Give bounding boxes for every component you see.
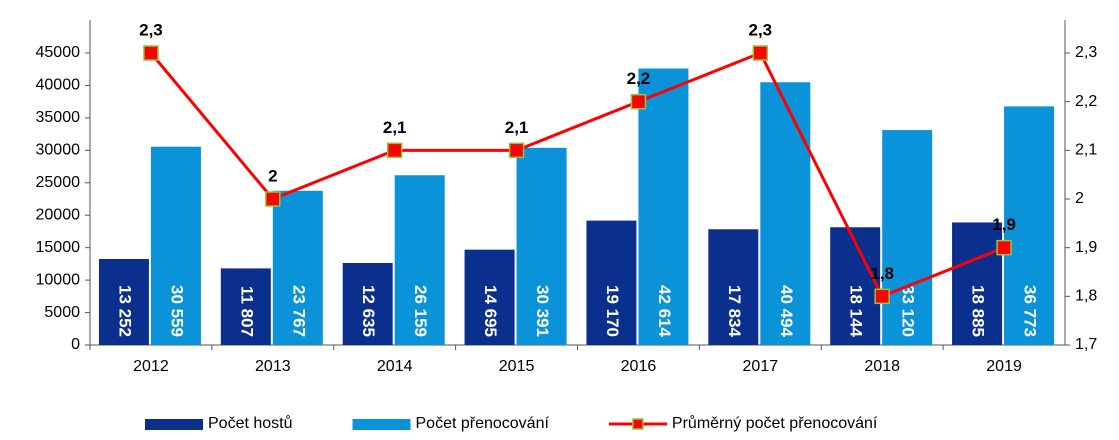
legend-swatch [145, 419, 203, 430]
x-tick-label: 2015 [499, 358, 535, 375]
y-tick-label: 15000 [36, 239, 81, 256]
x-tick-label: 2019 [986, 358, 1022, 375]
y-tick-label: 40000 [36, 77, 81, 94]
x-tick-label: 2018 [864, 358, 900, 375]
bar-value-label: 17 834 [725, 285, 744, 338]
bar-value-label: 33 120 [899, 285, 918, 337]
bar-value-label: 11 807 [237, 286, 256, 337]
bar [150, 146, 201, 345]
marker [874, 288, 890, 305]
bar [272, 190, 323, 345]
marker [386, 142, 403, 159]
y-tick-label: 35000 [36, 109, 81, 126]
bar [952, 222, 1003, 345]
x-tick-label: 2012 [133, 358, 169, 375]
bar [98, 259, 149, 345]
bar [760, 82, 811, 346]
marker [630, 93, 647, 110]
legend-label: Průměrný počet přenocování [672, 414, 878, 432]
y2-tick-label: 1,8 [1075, 288, 1097, 305]
bar-value-label: 18 885 [969, 285, 988, 337]
bar-value-label: 13 252 [115, 285, 134, 337]
line-value-label: 1,9 [992, 215, 1016, 234]
bar [464, 249, 515, 345]
line-value-label: 1,8 [870, 264, 894, 283]
y2-tick-label: 2,1 [1075, 142, 1097, 159]
y-tick-label: 20000 [36, 206, 81, 223]
bar [830, 227, 881, 345]
legend-swatch [352, 419, 411, 430]
bar [638, 68, 689, 346]
x-tick-label: 2017 [743, 358, 779, 375]
marker [752, 45, 769, 61]
bar-value-label: 36 773 [1021, 285, 1040, 337]
y2-tick-label: 1,7 [1075, 336, 1097, 353]
marker [508, 142, 525, 159]
y-tick-label: 25000 [36, 174, 81, 191]
y-tick-label: 0 [71, 336, 80, 353]
line-value-label: 2,1 [505, 118, 529, 137]
bar [342, 263, 393, 345]
line-value-label: 2,3 [139, 20, 163, 39]
bar [708, 229, 759, 345]
marker [143, 45, 159, 61]
legend-swatch [632, 418, 644, 430]
bar-value-label: 19 170 [603, 285, 622, 337]
line-value-label: 2,1 [383, 118, 407, 137]
bar [220, 268, 271, 345]
y2-tick-label: 2,3 [1075, 44, 1097, 61]
bar-value-label: 40 494 [777, 285, 796, 338]
bar-value-label: 30 559 [167, 285, 186, 337]
bar [1004, 106, 1055, 345]
bar-value-label: 12 635 [359, 285, 378, 337]
x-tick-label: 2014 [377, 358, 413, 375]
x-tick-label: 2013 [255, 358, 291, 375]
bar-value-label: 18 144 [847, 285, 866, 338]
legend-label: Počet hostů [208, 414, 293, 432]
bar-value-label: 23 767 [289, 285, 308, 337]
bar-value-label: 42 614 [655, 285, 674, 338]
line-value-label: 2,2 [627, 69, 651, 88]
x-tick-label: 2016 [621, 358, 657, 375]
y-tick-label: 30000 [36, 142, 81, 159]
y2-tick-label: 1,9 [1075, 239, 1097, 256]
line-value-label: 2,3 [748, 20, 772, 39]
bar [586, 220, 637, 345]
bar-value-label: 14 695 [481, 285, 500, 337]
line [149, 51, 1005, 299]
y2-tick-label: 2 [1075, 190, 1084, 207]
y-tick-label: 10000 [36, 271, 81, 288]
y-tick-label: 45000 [36, 44, 81, 61]
bar [516, 147, 567, 345]
bar [882, 130, 933, 345]
bar-value-label: 26 159 [411, 285, 430, 337]
line-value-label: 2 [268, 166, 277, 185]
bar [394, 175, 445, 345]
bar-value-label: 30 391 [533, 285, 552, 337]
y-tick-label: 5000 [44, 304, 80, 321]
y2-tick-label: 2,2 [1075, 93, 1097, 110]
legend-label: Počet přenocování [416, 415, 550, 432]
marker [996, 239, 1012, 256]
marker [265, 191, 281, 207]
